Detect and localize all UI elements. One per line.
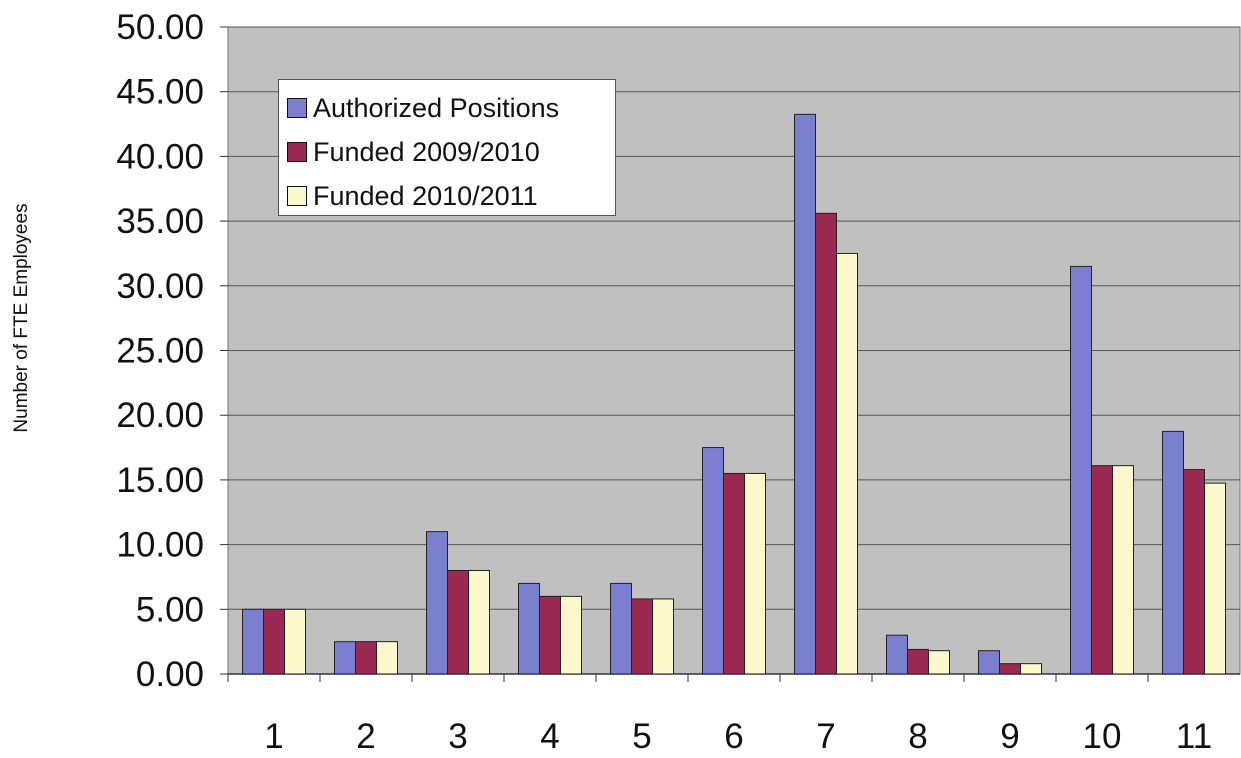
x-tick-label: 6 bbox=[724, 717, 743, 756]
legend-item-funded-2009: Funded 2009/2010 bbox=[287, 130, 615, 174]
bar-1-cat-6 bbox=[702, 447, 724, 675]
bar-3-cat-10 bbox=[1112, 465, 1134, 675]
bar-1-cat-1 bbox=[242, 608, 264, 675]
bar-1-cat-7 bbox=[794, 113, 816, 675]
legend-label-authorized: Authorized Positions bbox=[313, 92, 560, 123]
legend-swatch-funded-2009 bbox=[287, 142, 307, 162]
bar-1-cat-4 bbox=[518, 582, 540, 675]
x-tick-label: 11 bbox=[1176, 717, 1212, 756]
bar-1-cat-2 bbox=[334, 641, 356, 675]
x-tick-label: 5 bbox=[632, 717, 651, 756]
bar-1-cat-10 bbox=[1070, 265, 1092, 675]
y-tick-label: 0.00 bbox=[136, 655, 204, 694]
y-tick-label: 35.00 bbox=[116, 202, 204, 241]
y-tick-label: 40.00 bbox=[116, 137, 204, 176]
x-tick-label: 9 bbox=[1000, 717, 1019, 756]
y-tick-label: 30.00 bbox=[116, 267, 204, 306]
bar-2-cat-3 bbox=[447, 569, 469, 675]
x-tick-label: 1 bbox=[264, 717, 283, 756]
x-tick-label: 4 bbox=[540, 717, 559, 756]
legend: Authorized Positions Funded 2009/2010 Fu… bbox=[278, 79, 616, 216]
bar-3-cat-7 bbox=[836, 252, 858, 675]
bar-2-cat-5 bbox=[631, 598, 653, 675]
bar-2-cat-1 bbox=[263, 608, 285, 675]
bar-2-cat-11 bbox=[1183, 469, 1205, 675]
y-tick-label: 20.00 bbox=[116, 396, 204, 435]
x-tick-label: 3 bbox=[448, 717, 467, 756]
bar-2-cat-4 bbox=[539, 595, 561, 675]
y-tick-label: 45.00 bbox=[116, 73, 204, 112]
y-tick-label: 5.00 bbox=[136, 590, 204, 629]
bar-2-cat-9 bbox=[999, 663, 1021, 675]
bar-2-cat-6 bbox=[723, 472, 745, 675]
y-tick-label: 15.00 bbox=[116, 461, 204, 500]
y-tick-label: 10.00 bbox=[116, 526, 204, 565]
bar-1-cat-3 bbox=[426, 531, 448, 675]
bar-1-cat-11 bbox=[1162, 430, 1184, 675]
bar-2-cat-2 bbox=[355, 641, 377, 675]
legend-swatch-authorized bbox=[287, 98, 307, 118]
bar-3-cat-4 bbox=[560, 595, 582, 675]
bar-1-cat-5 bbox=[610, 582, 632, 675]
bar-2-cat-10 bbox=[1091, 465, 1113, 675]
bar-3-cat-2 bbox=[376, 641, 398, 675]
bar-1-cat-8 bbox=[886, 634, 908, 675]
bar-2-cat-7 bbox=[815, 212, 837, 675]
legend-label-funded-2009: Funded 2009/2010 bbox=[313, 136, 540, 167]
y-tick-label: 50.00 bbox=[116, 8, 204, 47]
bar-3-cat-9 bbox=[1020, 663, 1042, 675]
legend-item-funded-2010: Funded 2010/2011 bbox=[287, 174, 615, 218]
bar-3-cat-1 bbox=[284, 608, 306, 675]
legend-swatch-funded-2010 bbox=[287, 186, 307, 206]
x-tick-label: 7 bbox=[816, 717, 835, 756]
x-tick-label: 10 bbox=[1083, 717, 1122, 756]
bar-3-cat-8 bbox=[928, 650, 950, 675]
y-tick-label: 25.00 bbox=[116, 332, 204, 371]
bar-1-cat-9 bbox=[978, 650, 1000, 675]
bar-2-cat-8 bbox=[907, 648, 929, 675]
bar-3-cat-6 bbox=[744, 472, 766, 675]
x-tick-label: 2 bbox=[356, 717, 375, 756]
x-tick-label: 8 bbox=[908, 717, 927, 756]
bar-3-cat-11 bbox=[1204, 482, 1226, 675]
bar-3-cat-3 bbox=[468, 569, 490, 675]
legend-item-authorized: Authorized Positions bbox=[287, 86, 615, 130]
y-axis-title: Number of FTE Employees bbox=[11, 203, 32, 432]
legend-label-funded-2010: Funded 2010/2011 bbox=[313, 180, 538, 211]
bar-3-cat-5 bbox=[652, 598, 674, 675]
